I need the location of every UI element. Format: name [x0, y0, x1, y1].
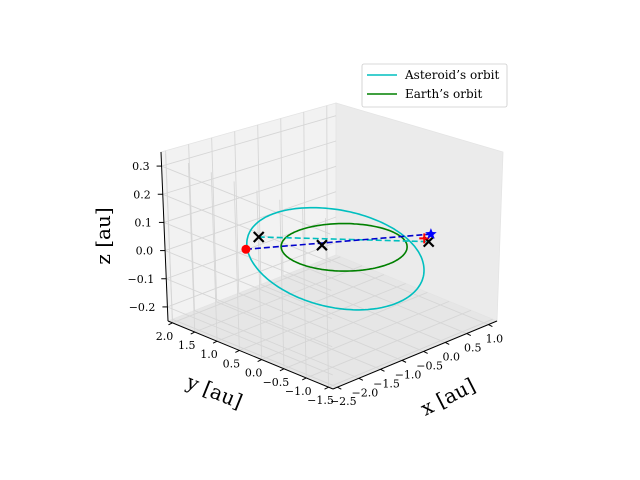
marker-x-1	[252, 231, 265, 243]
y-tick-label-6: 1.5	[178, 339, 196, 352]
x-tick-label-1: −2.0	[352, 386, 379, 399]
grid-line-x-4	[257, 124, 424, 352]
x-tick-label-2: −1.5	[373, 377, 400, 390]
transfer-line-blue	[245, 233, 432, 251]
z-tick-label-5: 0.3	[132, 160, 150, 173]
x-tick-label-5: 0.0	[442, 350, 460, 363]
marker-x-2	[316, 239, 328, 251]
legend-label-earth: Earth’s orbit	[405, 87, 482, 101]
grid-line-x-7	[326, 105, 489, 325]
orbit-1	[280, 222, 408, 272]
z-tick-label-0: −0.2	[129, 301, 156, 314]
y-tick-label-1: −1.0	[285, 385, 312, 398]
x-tick-6	[466, 333, 472, 336]
y-tick-2	[279, 368, 285, 372]
y-tick-label-2: −0.5	[263, 376, 290, 389]
marker-star-5	[425, 228, 437, 239]
y-tick-label-5: 1.0	[200, 348, 218, 361]
x-tick-label-7: 1.0	[486, 333, 504, 346]
legend-frame	[361, 63, 508, 108]
x-tick-4	[423, 350, 428, 354]
y-axis-label: y [au]	[182, 369, 246, 413]
markers	[241, 228, 437, 254]
z-tick-label-2: 0.0	[136, 245, 154, 258]
z-tick-label-3: 0.1	[134, 216, 152, 229]
x-tick-7	[488, 324, 493, 328]
x-tick-2	[380, 368, 385, 372]
legend-label-asteroid: Asteroid’s orbit	[404, 68, 499, 82]
x-axis-label: x [au]	[417, 373, 480, 421]
y-tick-label-3: 0.0	[245, 367, 263, 380]
x-tick-label-4: −0.5	[416, 359, 443, 372]
transfer-lines	[245, 233, 432, 251]
y-tick-3	[257, 359, 262, 363]
y-tick-6	[190, 331, 195, 335]
x-tick-0	[337, 386, 342, 390]
orbits	[246, 206, 425, 311]
orbit-0	[246, 206, 425, 311]
grid-line-x-1	[188, 144, 360, 379]
marker-circle-0	[241, 244, 251, 254]
z-tick-label-1: −0.1	[128, 273, 155, 286]
z-tick-label-4: 0.2	[133, 188, 151, 201]
x-axis-line	[332, 320, 498, 390]
y-tick-0	[324, 386, 329, 390]
y-ticks: −1.5−1.0−0.50.0 0.5 1.0 1.5 2.0	[156, 322, 334, 407]
y-tick-label-0: −1.5	[307, 394, 334, 407]
x-tick-1	[358, 377, 364, 381]
legend: Asteroid’s orbit Earth’s orbit	[361, 63, 508, 108]
y-tick-7	[168, 322, 173, 326]
y-tick-1	[302, 377, 307, 381]
grid-line-x-5	[280, 118, 446, 343]
x-tick-3	[401, 359, 407, 363]
x-tick-label-0: −2.5	[330, 395, 357, 408]
z-ticks: −0.2 −0.1 0.0 0.1 0.2 0.3	[128, 160, 168, 314]
x-tick-label-3: −1.0	[395, 368, 422, 381]
transfer-line-cyan	[258, 236, 429, 243]
x-ticks: −2.5−2.0−1.5−1.0−0.50.0 0.5 1.0	[330, 324, 504, 408]
z-axis-label: z [au]	[91, 207, 115, 264]
y-tick-label-4: 0.5	[223, 357, 241, 370]
x-tick-5	[444, 342, 450, 345]
grid-line-x-6	[303, 112, 467, 334]
z-axis-line	[160, 151, 169, 322]
y-tick-label-7: 2.0	[156, 330, 174, 343]
y-tick-4	[235, 349, 240, 353]
x-tick-label-6: 0.5	[464, 342, 482, 355]
grid-line-x-3	[234, 131, 403, 361]
y-tick-5	[212, 340, 218, 344]
grid-line-x-2	[211, 137, 381, 370]
y-axis-line	[167, 320, 334, 390]
